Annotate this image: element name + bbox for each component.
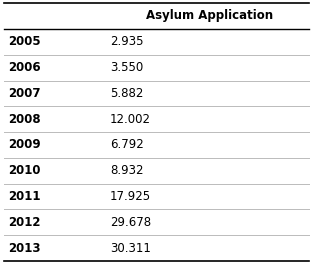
Text: 2005: 2005	[8, 36, 41, 48]
Text: 29.678: 29.678	[110, 216, 151, 229]
Text: 5.882: 5.882	[110, 87, 143, 100]
Text: 12.002: 12.002	[110, 113, 151, 126]
Text: 3.550: 3.550	[110, 61, 143, 74]
Text: 8.932: 8.932	[110, 164, 143, 177]
Text: Asylum Application: Asylum Application	[146, 10, 274, 23]
Text: 6.792: 6.792	[110, 139, 144, 152]
Text: 2013: 2013	[8, 242, 40, 255]
Text: 2011: 2011	[8, 190, 40, 203]
Text: 17.925: 17.925	[110, 190, 151, 203]
Text: 2010: 2010	[8, 164, 40, 177]
Text: 2006: 2006	[8, 61, 41, 74]
Text: 2012: 2012	[8, 216, 40, 229]
Text: 2008: 2008	[8, 113, 41, 126]
Text: 2007: 2007	[8, 87, 40, 100]
Text: 30.311: 30.311	[110, 242, 151, 255]
Text: 2.935: 2.935	[110, 36, 143, 48]
Text: 2009: 2009	[8, 139, 41, 152]
